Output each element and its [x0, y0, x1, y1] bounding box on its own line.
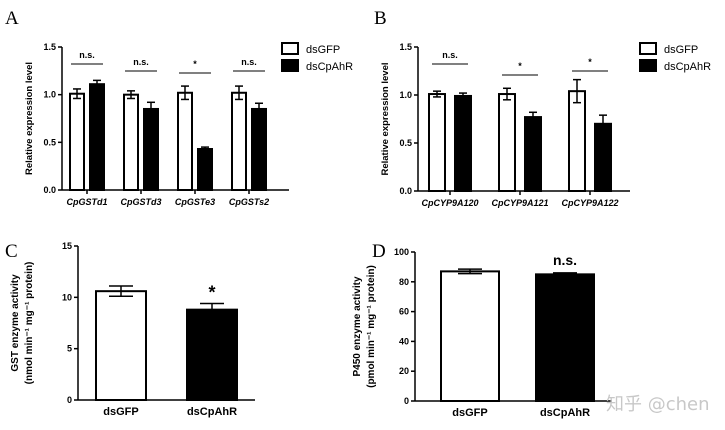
y-tick-label: 1.0 — [43, 90, 56, 100]
legend-swatch-dsgfp — [281, 42, 299, 55]
y-tick-label: 1.5 — [43, 42, 56, 52]
y-tick-label: 5 — [67, 344, 72, 354]
y-axis-label-units: (nmol min⁻¹ mg⁻¹ protein) — [24, 262, 35, 385]
x-tick-label: CpGSTe3 — [175, 197, 215, 207]
significance-label: n.s. — [133, 57, 149, 67]
bar-dscpahr — [197, 148, 213, 191]
y-axis-label: Relative expression level — [24, 62, 35, 175]
panel-letter-A: A — [5, 8, 19, 29]
x-tick-label: CpCYP9A122 — [561, 198, 618, 208]
y-tick-label: 40 — [399, 336, 409, 346]
bar-dsgfp — [568, 90, 586, 192]
y-tick-label: 1.5 — [399, 42, 412, 52]
x-tick-label: CpGSTs2 — [229, 197, 269, 207]
y-tick-label: 20 — [399, 366, 409, 376]
bar-dscpahr — [143, 107, 159, 191]
significance-label: * — [588, 57, 592, 67]
panel-letter-C: C — [5, 241, 18, 262]
y-tick-label: 10 — [62, 292, 72, 302]
y-tick-label: 0 — [67, 395, 72, 405]
bar-dscpahr — [594, 122, 612, 192]
legend-label-dscpahr: dsCpAhR — [306, 61, 353, 73]
significance-label: * — [208, 282, 215, 302]
y-axis-label: P450 enzyme activity — [352, 276, 363, 376]
y-tick-label: 100 — [394, 247, 409, 257]
x-tick-label: dsCpAhR — [187, 406, 237, 418]
bar-dscpahr — [89, 83, 105, 191]
x-tick-label: dsGFP — [103, 406, 138, 418]
y-axis-label: GST enzyme activity — [10, 274, 21, 372]
y-tick-label: 80 — [399, 277, 409, 287]
significance-label: n.s. — [241, 57, 257, 67]
bar-dscpahr — [186, 308, 238, 401]
legend-label-dsgfp: dsGFP — [306, 44, 340, 56]
x-tick-label: CpGSTd1 — [66, 197, 107, 207]
y-tick-label: 0.0 — [43, 185, 56, 195]
bar-dsgfp — [95, 290, 147, 402]
significance-label: n.s. — [442, 50, 458, 60]
significance-label: * — [193, 59, 197, 69]
legend-label-dsgfp: dsGFP — [664, 44, 698, 56]
significance-label: n.s. — [79, 50, 95, 60]
x-tick-label: CpCYP9A120 — [421, 198, 478, 208]
legend-label-dscpahr: dsCpAhR — [664, 61, 711, 73]
significance-label: * — [518, 61, 522, 71]
y-tick-label: 0.5 — [399, 138, 412, 148]
bar-dscpahr — [251, 107, 267, 191]
bar-dscpahr — [535, 273, 595, 403]
bar-dsgfp — [69, 92, 85, 191]
watermark: 知乎 @chen — [606, 394, 710, 415]
bar-dsgfp — [123, 93, 139, 191]
x-tick-label: CpGSTd3 — [120, 197, 161, 207]
y-tick-label: 0.0 — [399, 186, 412, 196]
x-tick-label: dsCpAhR — [540, 407, 590, 419]
significance-label: n.s. — [553, 252, 577, 268]
bar-dsgfp — [498, 93, 516, 192]
x-tick-label: dsGFP — [452, 407, 487, 419]
bar-dsgfp — [177, 91, 193, 191]
legend-swatch-dscpahr — [281, 59, 299, 72]
y-tick-label: 60 — [399, 307, 409, 317]
legend-swatch-dscpahr — [639, 59, 657, 72]
y-tick-label: 1.0 — [399, 90, 412, 100]
panel-letter-B: B — [374, 8, 387, 29]
y-tick-label: 0 — [404, 396, 409, 406]
bar-dscpahr — [454, 94, 472, 192]
panel-letter-D: D — [372, 241, 386, 262]
bar-dsgfp — [440, 270, 500, 402]
bar-dsgfp — [428, 93, 446, 192]
bar-dscpahr — [524, 116, 542, 192]
y-tick-label: 0.5 — [43, 137, 56, 147]
legend-swatch-dsgfp — [639, 42, 657, 55]
x-tick-label: CpCYP9A121 — [491, 198, 548, 208]
y-axis-label: Relative expression level — [380, 62, 391, 175]
y-tick-label: 15 — [62, 241, 72, 251]
bar-dsgfp — [231, 91, 247, 191]
y-axis-label-units: (pmol min⁻¹ mg⁻¹ protein) — [366, 265, 377, 388]
